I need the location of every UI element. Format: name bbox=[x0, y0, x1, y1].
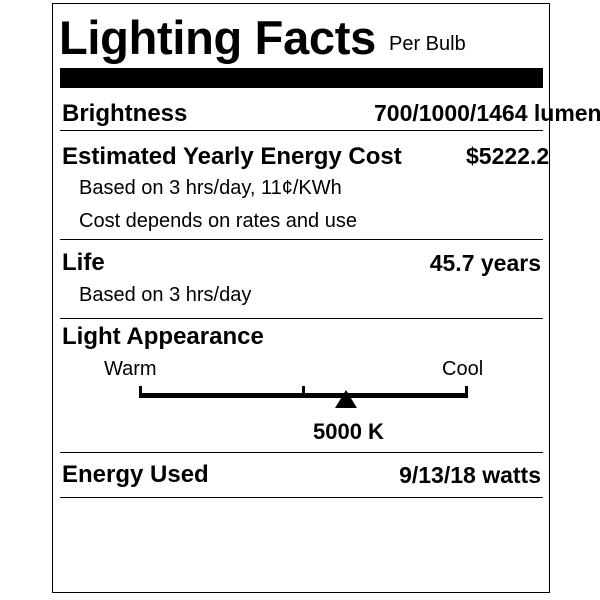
label-subtitle: Per Bulb bbox=[389, 33, 466, 55]
color-temperature-scale bbox=[140, 393, 468, 398]
brightness-value: 700/1000/1464 lumens bbox=[374, 100, 600, 126]
scale-tick-mid bbox=[302, 386, 305, 394]
brightness-label: Brightness bbox=[62, 100, 188, 127]
color-temperature-marker bbox=[334, 390, 357, 408]
divider bbox=[60, 318, 543, 319]
cost-value: $5222.2 bbox=[466, 143, 550, 169]
divider bbox=[60, 130, 543, 131]
cool-label: Cool bbox=[442, 358, 484, 380]
energy-label: Energy Used bbox=[62, 461, 209, 488]
life-value: 45.7 years bbox=[429, 250, 541, 276]
cost-label: Estimated Yearly Energy Cost bbox=[62, 143, 402, 170]
energy-value: 9/13/18 watts bbox=[399, 462, 541, 488]
scale-tick-end bbox=[465, 386, 468, 398]
life-label: Life bbox=[62, 249, 105, 276]
label-frame bbox=[52, 3, 550, 593]
cost-note-rate: Based on 3 hrs/day, 11¢/KWh bbox=[79, 177, 342, 199]
cost-note-depends: Cost depends on rates and use bbox=[79, 210, 357, 232]
title-bar bbox=[60, 68, 543, 88]
scale-tick-start bbox=[139, 386, 142, 398]
label-title: Lighting Facts bbox=[59, 11, 376, 64]
divider bbox=[60, 239, 543, 240]
appearance-label: Light Appearance bbox=[62, 323, 264, 350]
divider bbox=[60, 452, 543, 453]
life-note: Based on 3 hrs/day bbox=[79, 284, 252, 306]
warm-label: Warm bbox=[104, 358, 157, 380]
color-temperature-value: 5000 K bbox=[313, 419, 384, 444]
divider bbox=[60, 497, 543, 498]
